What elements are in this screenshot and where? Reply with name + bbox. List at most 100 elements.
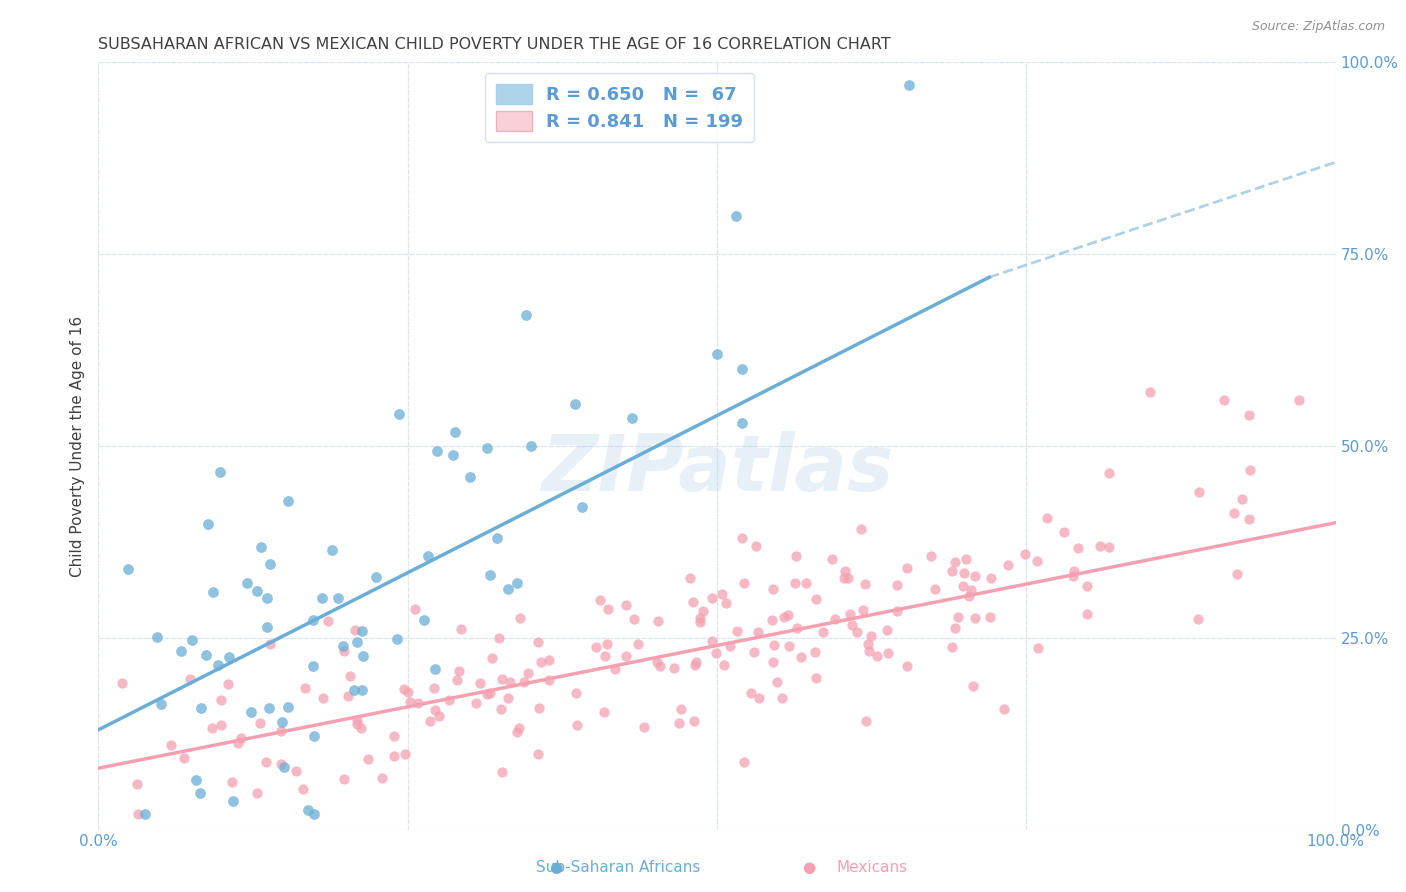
Point <box>276 494 298 508</box>
Point <box>718 639 741 653</box>
Point <box>783 576 806 591</box>
Point <box>190 701 212 715</box>
Point <box>207 657 229 672</box>
Point <box>713 657 735 672</box>
Point <box>1066 541 1088 555</box>
Point <box>297 803 319 817</box>
Point <box>111 675 134 690</box>
Point <box>465 697 488 711</box>
Point <box>614 648 637 663</box>
Point <box>1053 525 1076 540</box>
Point <box>946 610 969 624</box>
Point <box>1187 612 1209 626</box>
Point <box>537 673 560 687</box>
Point <box>449 665 471 679</box>
Point <box>173 750 195 764</box>
Point <box>302 729 325 743</box>
Point <box>201 585 224 599</box>
Point <box>508 721 530 735</box>
Point <box>316 614 339 628</box>
Point <box>491 672 513 686</box>
Point <box>811 625 834 640</box>
Point <box>333 644 356 658</box>
Point <box>209 466 232 480</box>
Point <box>790 650 813 665</box>
Point <box>270 724 292 739</box>
Point <box>180 632 202 647</box>
Point <box>1088 539 1111 553</box>
Point <box>346 635 368 649</box>
Point <box>962 679 984 693</box>
Point <box>489 701 512 715</box>
Point <box>478 685 501 699</box>
Point <box>259 558 281 572</box>
Point <box>218 650 240 665</box>
Point <box>321 543 343 558</box>
Point <box>603 662 626 676</box>
Point <box>589 592 612 607</box>
Point <box>382 748 405 763</box>
Point <box>1213 392 1236 407</box>
Point <box>766 674 789 689</box>
Point <box>285 764 308 778</box>
Point <box>838 607 860 621</box>
Point <box>217 677 239 691</box>
Point <box>714 596 737 610</box>
Point <box>197 516 219 531</box>
Point <box>733 756 755 770</box>
Point <box>748 690 770 705</box>
Point <box>422 681 444 695</box>
Point <box>786 621 808 635</box>
Point <box>941 640 963 655</box>
Point <box>762 655 785 669</box>
Point <box>747 625 769 640</box>
Point <box>352 624 374 639</box>
Point <box>1063 569 1085 583</box>
Point <box>513 674 536 689</box>
Point <box>852 603 875 617</box>
Point <box>301 658 323 673</box>
Point <box>841 617 863 632</box>
Point <box>496 582 519 596</box>
Point <box>679 571 702 585</box>
Point <box>564 686 586 700</box>
Point <box>311 591 333 605</box>
Point <box>731 416 754 430</box>
Point <box>256 591 278 605</box>
Point <box>941 565 963 579</box>
Point <box>866 648 889 663</box>
Y-axis label: Child Poverty Under the Age of 16: Child Poverty Under the Age of 16 <box>69 316 84 576</box>
Point <box>496 690 519 705</box>
Point <box>804 671 827 685</box>
Point <box>620 411 643 425</box>
Point <box>406 696 429 710</box>
Point <box>647 614 669 628</box>
Point <box>337 689 360 703</box>
Point <box>458 469 481 483</box>
Point <box>683 658 706 673</box>
Point <box>301 613 323 627</box>
Point <box>332 772 354 786</box>
Point <box>488 632 510 646</box>
Point <box>249 715 271 730</box>
Point <box>294 681 316 696</box>
Point <box>339 669 361 683</box>
Point <box>896 561 918 575</box>
Point <box>146 631 169 645</box>
Point <box>623 612 645 626</box>
Point <box>853 576 876 591</box>
Point <box>270 756 292 771</box>
Point <box>468 676 491 690</box>
Point <box>450 622 472 636</box>
Point <box>598 602 620 616</box>
Point <box>980 571 1002 585</box>
Point <box>689 615 711 629</box>
Point <box>1098 541 1121 555</box>
Point <box>399 695 422 709</box>
Point <box>965 611 987 625</box>
Point <box>834 564 856 578</box>
Point <box>564 397 586 411</box>
Point <box>773 609 796 624</box>
Point <box>357 751 380 765</box>
Point <box>277 699 299 714</box>
